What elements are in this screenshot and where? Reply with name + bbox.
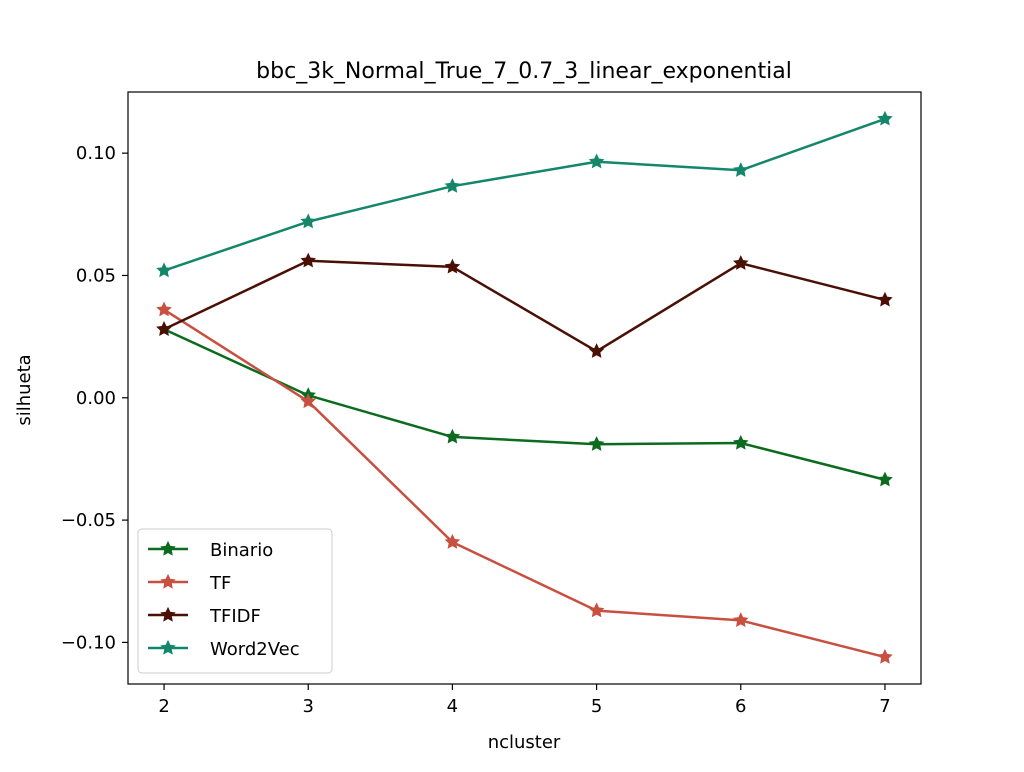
series-tfidf — [156, 252, 893, 358]
plot-area-frame — [127, 91, 922, 685]
legend-marker-swatch — [160, 606, 176, 622]
series-line — [163, 328, 886, 481]
data-point — [877, 110, 893, 126]
data-point — [444, 428, 461, 444]
data-point — [733, 612, 749, 628]
chart-title: bbc_3k_Normal_True_7_0.7_3_linear_expone… — [256, 59, 792, 84]
series-word2vec — [156, 110, 893, 278]
data-point — [444, 178, 461, 193]
y-tick-label: −0.10 — [61, 632, 116, 653]
data-point — [733, 255, 749, 270]
data-point — [444, 533, 461, 549]
x-tick-label: 4 — [447, 696, 458, 717]
data-point — [877, 648, 893, 664]
data-point — [877, 471, 893, 487]
series-line — [163, 308, 886, 659]
x-tick-label: 7 — [879, 696, 890, 717]
legend-label: Binario — [210, 540, 273, 561]
data-point — [156, 262, 172, 278]
data-point — [588, 436, 605, 451]
legend-item: TF — [148, 573, 231, 594]
legend-item: TFIDF — [148, 606, 261, 627]
axis-ticks: 2 3 4 5 6 7 0.10 0.05 0.00 −0.05 −0.10 — [61, 143, 891, 717]
series-line — [163, 259, 886, 353]
legend-marker-swatch — [160, 639, 176, 655]
data-point — [588, 602, 605, 618]
x-axis-label: ncluster — [488, 732, 561, 753]
data-point — [300, 393, 316, 409]
data-point — [588, 153, 605, 169]
legend: Binario TF TFIDF Word2Vec — [137, 528, 333, 674]
legend-marker-swatch — [160, 573, 176, 589]
data-point — [877, 291, 893, 307]
y-tick-label: 0.00 — [76, 388, 116, 409]
legend-label: TF — [209, 573, 231, 594]
data-point — [300, 252, 316, 268]
y-tick-label: 0.10 — [76, 143, 116, 164]
data-point — [156, 321, 172, 336]
data-point — [588, 343, 605, 358]
y-tick-label: 0.05 — [76, 265, 116, 286]
legend-item: Word2Vec — [148, 639, 300, 660]
x-tick-label: 5 — [591, 696, 602, 717]
x-tick-label: 2 — [158, 696, 169, 717]
legend-label: Word2Vec — [210, 639, 300, 660]
data-point — [300, 213, 316, 229]
y-axis-label: silhueta — [14, 354, 35, 425]
data-point — [156, 301, 172, 317]
legend-marker-swatch — [160, 540, 176, 556]
data-point — [733, 162, 749, 177]
data-point — [733, 434, 749, 450]
x-tick-label: 3 — [303, 696, 314, 717]
series-tf — [156, 301, 893, 664]
series-lines — [156, 110, 893, 664]
legend-item: Binario — [148, 540, 273, 561]
data-point — [444, 258, 461, 274]
legend-box — [137, 528, 333, 674]
series-line — [163, 117, 886, 272]
x-tick-label: 6 — [735, 696, 746, 717]
legend-label: TFIDF — [209, 606, 261, 627]
y-tick-label: −0.05 — [61, 510, 116, 531]
